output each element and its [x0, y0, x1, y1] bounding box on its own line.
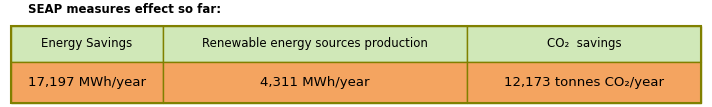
- Bar: [466, 26, 701, 62]
- Text: 17,197 MWh/year: 17,197 MWh/year: [28, 76, 146, 89]
- Text: 4,311 MWh/year: 4,311 MWh/year: [260, 76, 370, 89]
- Text: SEAP measures effect so far:: SEAP measures effect so far:: [28, 3, 221, 16]
- Bar: [11, 26, 701, 103]
- Bar: [11, 62, 162, 103]
- Bar: [162, 26, 466, 62]
- Text: CO₂  savings: CO₂ savings: [547, 37, 622, 50]
- Bar: [162, 62, 466, 103]
- Text: 12,173 tonnes CO₂/year: 12,173 tonnes CO₂/year: [504, 76, 664, 89]
- Text: Renewable energy sources production: Renewable energy sources production: [201, 37, 427, 50]
- Bar: [466, 62, 701, 103]
- Bar: [11, 26, 162, 62]
- Text: Energy Savings: Energy Savings: [41, 37, 132, 50]
